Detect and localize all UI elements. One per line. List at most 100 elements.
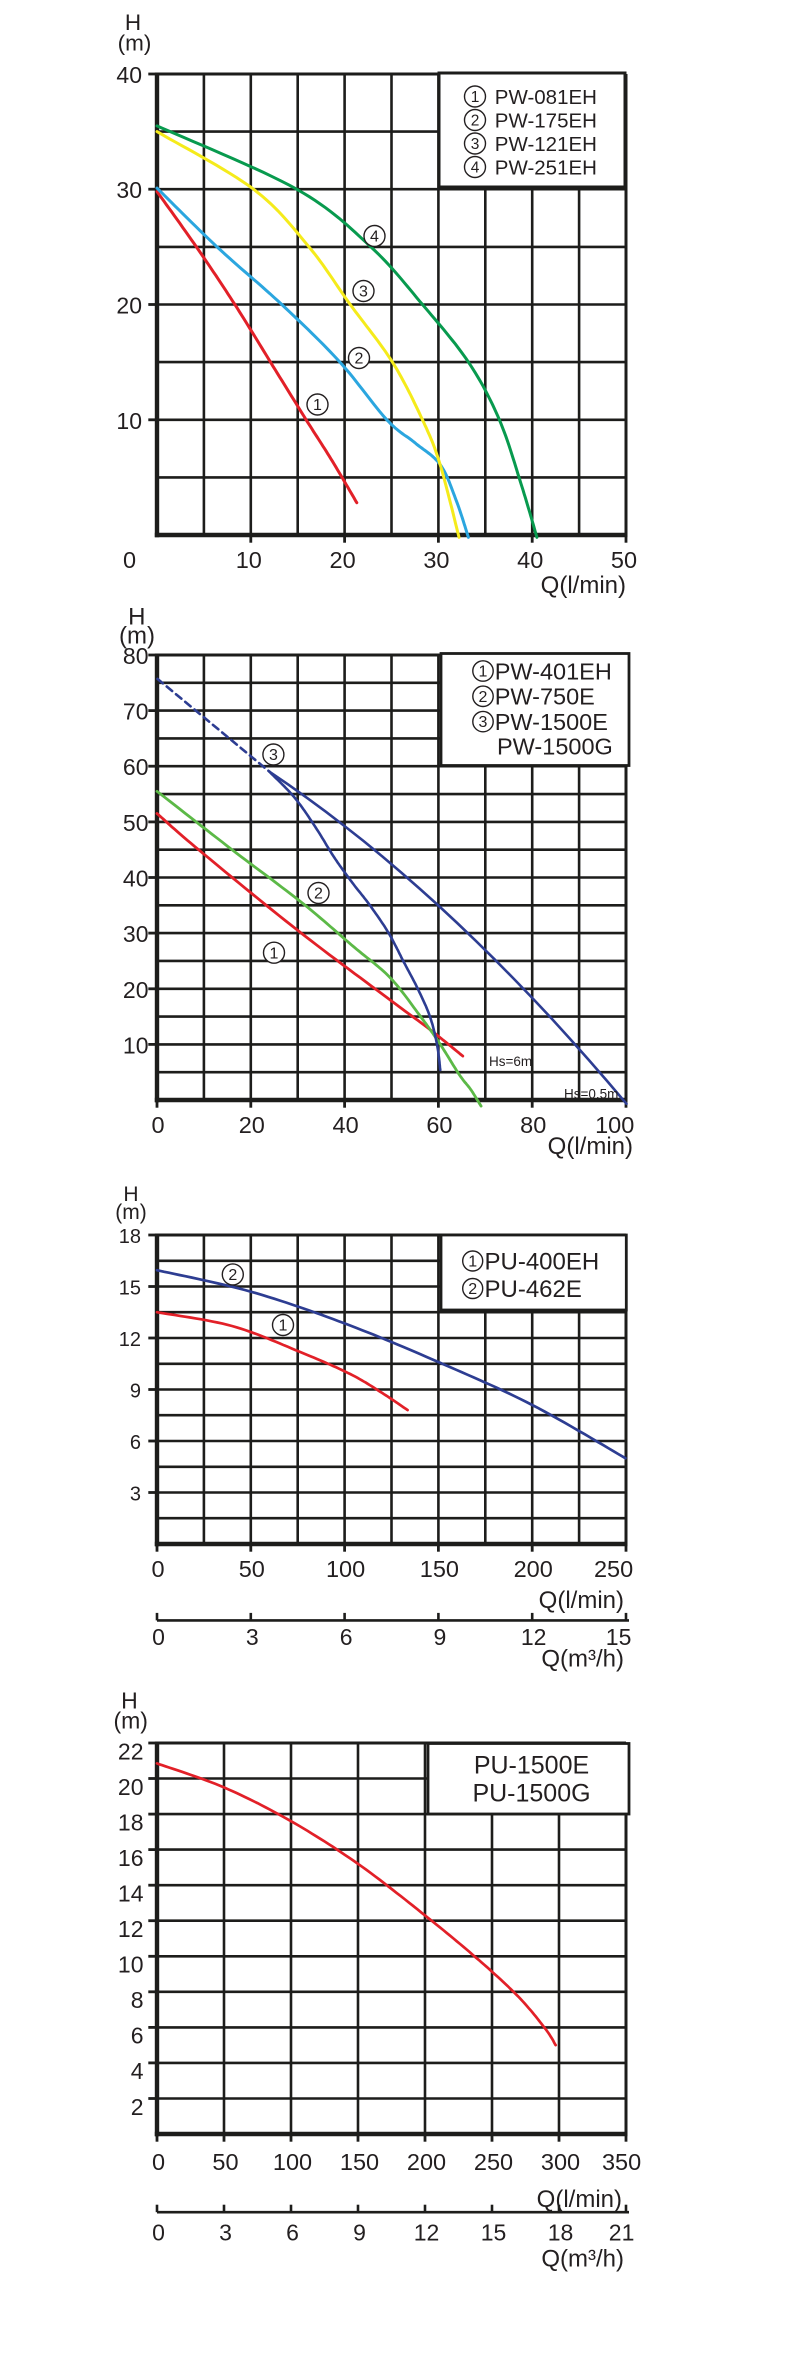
svg-text:6: 6 <box>130 1432 141 1454</box>
svg-text:(m): (m) <box>119 623 155 650</box>
svg-text:150: 150 <box>340 2149 379 2175</box>
svg-text:3: 3 <box>479 714 488 731</box>
svg-text:1: 1 <box>270 945 279 962</box>
svg-text:Q(m³/h): Q(m³/h) <box>541 1646 624 1673</box>
svg-text:10: 10 <box>236 547 262 573</box>
svg-text:20: 20 <box>330 547 356 573</box>
svg-text:(m): (m) <box>113 1708 147 1734</box>
svg-text:15: 15 <box>119 1277 141 1299</box>
svg-text:0: 0 <box>152 2149 165 2175</box>
svg-text:PU-1500G: PU-1500G <box>472 1780 590 1808</box>
svg-text:9: 9 <box>353 2220 366 2246</box>
svg-text:200: 200 <box>514 1556 553 1582</box>
svg-text:PW-121EH: PW-121EH <box>495 133 597 156</box>
svg-text:4: 4 <box>471 159 480 176</box>
svg-text:18: 18 <box>119 1226 141 1248</box>
svg-text:40: 40 <box>123 866 149 892</box>
svg-text:16: 16 <box>118 1845 144 1871</box>
svg-text:PU-462E: PU-462E <box>485 1276 582 1303</box>
svg-text:21: 21 <box>609 2220 635 2246</box>
svg-text:8: 8 <box>131 1987 144 2013</box>
svg-text:0: 0 <box>151 1112 164 1138</box>
svg-text:22: 22 <box>118 1738 144 1764</box>
svg-text:60: 60 <box>123 754 149 780</box>
svg-text:20: 20 <box>239 1112 265 1138</box>
svg-text:PU-400EH: PU-400EH <box>485 1249 600 1276</box>
svg-text:15: 15 <box>481 2220 507 2246</box>
svg-text:H: H <box>125 10 141 35</box>
svg-text:PW-1500G: PW-1500G <box>497 733 613 759</box>
svg-text:100: 100 <box>326 1556 365 1582</box>
svg-text:15: 15 <box>606 1624 632 1650</box>
svg-text:PU-1500E: PU-1500E <box>474 1752 589 1780</box>
svg-text:0: 0 <box>123 547 136 573</box>
svg-text:4: 4 <box>131 2058 144 2084</box>
svg-text:PW-401EH: PW-401EH <box>495 658 612 684</box>
svg-text:H: H <box>121 1688 138 1714</box>
svg-text:50: 50 <box>123 810 149 836</box>
svg-text:6: 6 <box>340 1624 353 1650</box>
svg-text:350: 350 <box>602 2149 641 2175</box>
svg-text:3: 3 <box>246 1624 259 1650</box>
svg-text:100: 100 <box>595 1112 634 1138</box>
svg-text:60: 60 <box>426 1112 452 1138</box>
svg-text:80: 80 <box>520 1112 546 1138</box>
svg-text:4: 4 <box>370 229 379 246</box>
svg-text:Q(l/min): Q(l/min) <box>539 1587 624 1614</box>
svg-text:40: 40 <box>333 1112 359 1138</box>
svg-text:0: 0 <box>152 1624 165 1650</box>
svg-text:1: 1 <box>279 1318 288 1335</box>
svg-text:9: 9 <box>130 1380 141 1402</box>
svg-text:1: 1 <box>471 89 480 106</box>
svg-text:0: 0 <box>151 1556 164 1582</box>
svg-text:20: 20 <box>123 977 149 1003</box>
svg-text:70: 70 <box>123 699 149 725</box>
svg-text:0: 0 <box>152 2220 165 2246</box>
svg-text:30: 30 <box>116 177 142 203</box>
svg-text:12: 12 <box>119 1329 141 1351</box>
svg-text:12: 12 <box>521 1624 547 1650</box>
svg-text:Q(l/min): Q(l/min) <box>548 1133 633 1160</box>
svg-text:2: 2 <box>471 112 480 129</box>
svg-text:PW-1500E: PW-1500E <box>495 709 608 735</box>
svg-text:50: 50 <box>212 2149 238 2175</box>
svg-text:1: 1 <box>479 664 488 681</box>
svg-text:40: 40 <box>517 547 543 573</box>
svg-text:(m): (m) <box>118 31 152 56</box>
svg-text:30: 30 <box>123 921 149 947</box>
svg-text:2: 2 <box>228 1267 237 1284</box>
svg-text:12: 12 <box>118 1916 144 1942</box>
svg-text:PW-175EH: PW-175EH <box>495 110 597 133</box>
svg-text:3: 3 <box>130 1483 141 1505</box>
svg-text:30: 30 <box>423 547 449 573</box>
svg-text:PW-750E: PW-750E <box>495 684 595 710</box>
svg-text:6: 6 <box>286 2220 299 2246</box>
svg-text:250: 250 <box>594 1556 633 1582</box>
svg-text:18: 18 <box>548 2220 574 2246</box>
svg-text:300: 300 <box>541 2149 580 2175</box>
svg-text:2: 2 <box>479 689 488 706</box>
svg-text:Hs=6m: Hs=6m <box>489 1054 532 1069</box>
svg-text:200: 200 <box>407 2149 446 2175</box>
svg-text:250: 250 <box>474 2149 513 2175</box>
svg-text:50: 50 <box>611 547 637 573</box>
svg-text:12: 12 <box>414 2220 440 2246</box>
svg-text:Q(m³/h): Q(m³/h) <box>541 2246 624 2273</box>
svg-text:150: 150 <box>420 1556 459 1582</box>
svg-text:20: 20 <box>118 1774 144 1800</box>
svg-text:2: 2 <box>314 886 323 903</box>
svg-text:3: 3 <box>471 136 480 153</box>
svg-text:80: 80 <box>123 643 149 669</box>
svg-text:50: 50 <box>239 1556 265 1582</box>
svg-text:1: 1 <box>468 1254 477 1271</box>
svg-text:100: 100 <box>273 2149 312 2175</box>
svg-text:2: 2 <box>355 351 364 368</box>
svg-text:2: 2 <box>131 2094 144 2120</box>
svg-text:(m): (m) <box>115 1201 146 1224</box>
svg-text:3: 3 <box>219 2220 232 2246</box>
svg-text:PW-081EH: PW-081EH <box>495 86 597 109</box>
svg-text:10: 10 <box>118 1952 144 1978</box>
svg-text:3: 3 <box>269 747 278 764</box>
svg-text:10: 10 <box>116 408 142 434</box>
svg-text:1: 1 <box>313 397 322 414</box>
